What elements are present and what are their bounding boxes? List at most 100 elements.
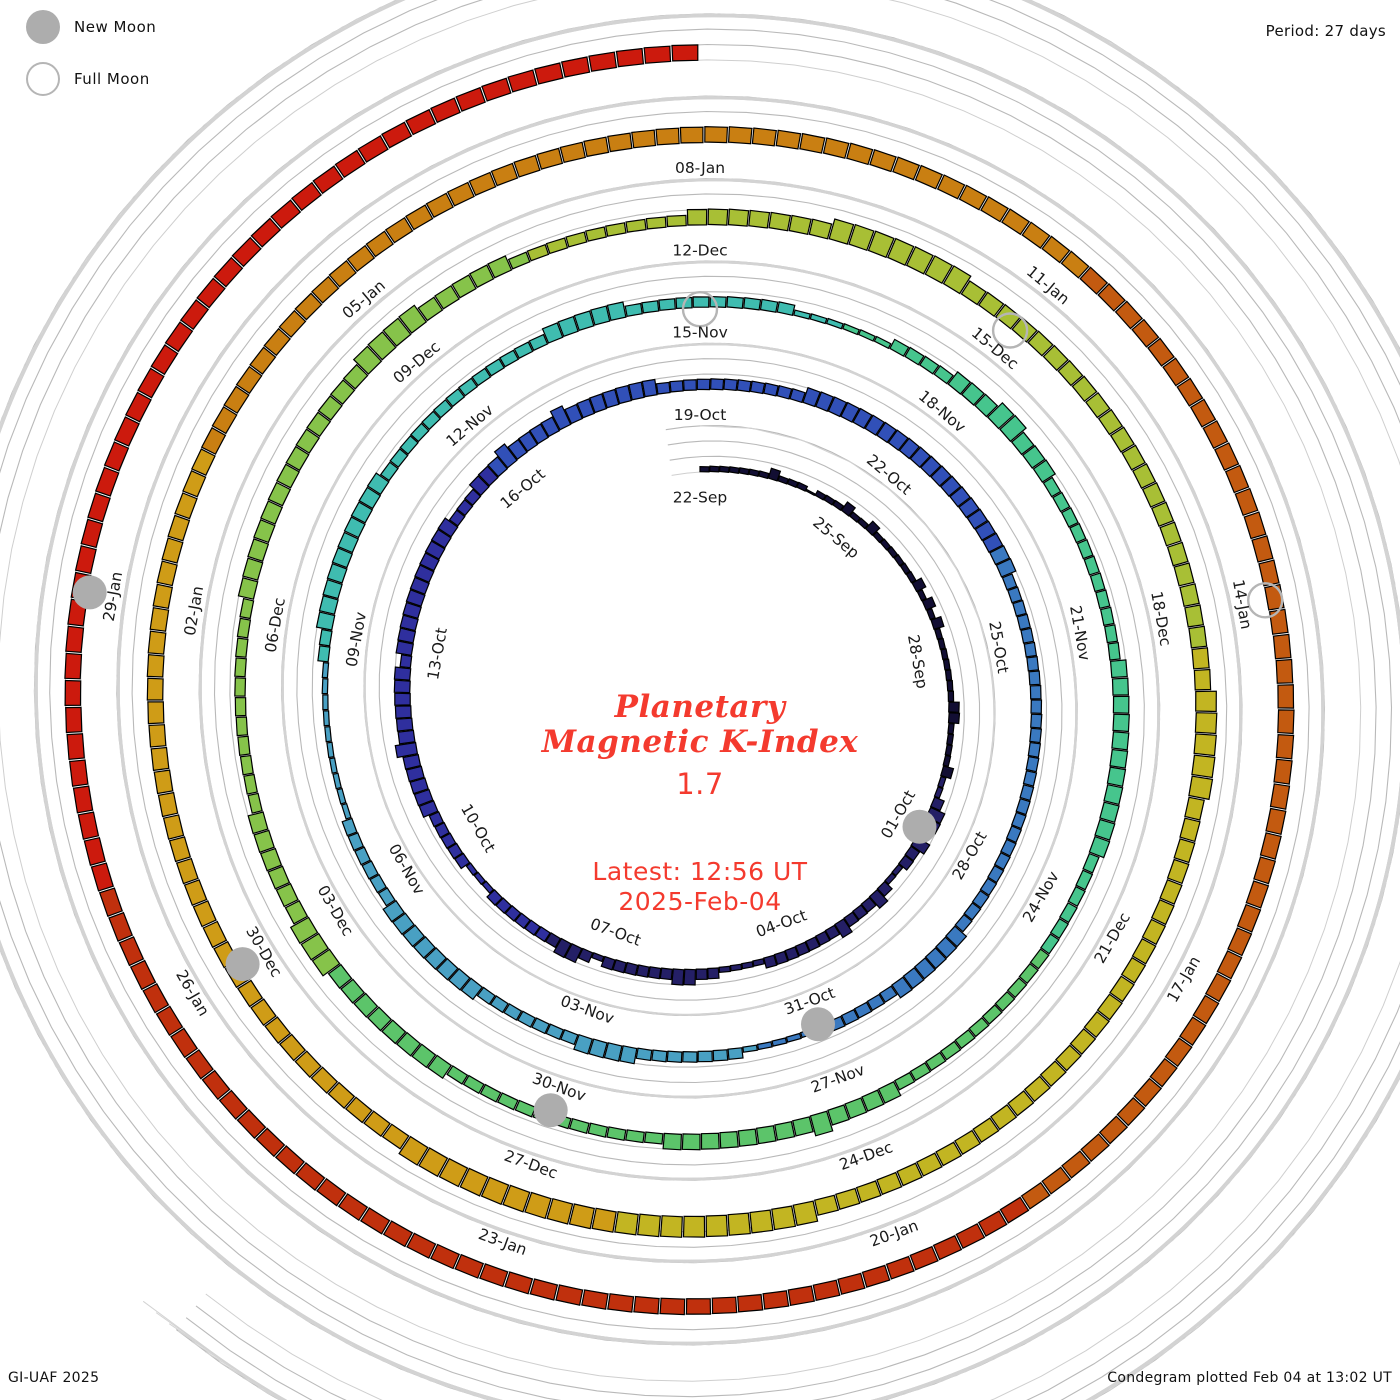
kp-bar	[624, 302, 643, 317]
new-moon-marker	[72, 575, 107, 610]
kp-bar	[949, 486, 971, 508]
kp-bar	[748, 468, 760, 478]
kp-bar	[718, 965, 731, 974]
kp-bar	[1075, 869, 1094, 891]
kp-bar	[805, 488, 816, 497]
kp-bar	[894, 1071, 916, 1091]
kp-bar	[98, 887, 123, 917]
kp-bar	[685, 1298, 712, 1315]
kp-bar	[410, 422, 430, 443]
kp-bar	[942, 754, 952, 768]
kp-bar	[489, 995, 509, 1014]
kp-bar	[142, 982, 170, 1014]
kp-bar	[989, 545, 1011, 566]
kp-bar	[878, 985, 898, 1004]
kp-bar	[789, 388, 806, 404]
kp-bar	[637, 1213, 661, 1238]
kp-bar	[960, 280, 987, 306]
kp-bar	[651, 1049, 668, 1063]
kp-bar	[1023, 1075, 1051, 1103]
kp-bar	[963, 902, 982, 921]
kp-bar	[236, 1109, 267, 1139]
kp-bar	[848, 223, 875, 252]
kp-bar	[399, 614, 419, 632]
kp-bar	[83, 836, 106, 866]
kp-bar	[625, 1129, 645, 1144]
kp-bar	[321, 661, 330, 679]
kp-bar	[457, 377, 479, 397]
kp-bar	[253, 519, 276, 544]
kp-bar	[958, 184, 988, 211]
kp-bar	[155, 1005, 184, 1037]
kp-bar	[381, 1123, 410, 1150]
kp-bar	[774, 1120, 796, 1141]
kp-bar	[113, 416, 140, 447]
kp-bar	[729, 963, 743, 972]
kp-bar	[980, 195, 1009, 223]
kp-bar	[576, 398, 596, 419]
kp-bar	[757, 470, 770, 480]
kp-bar	[255, 1127, 286, 1158]
kp-bar	[723, 378, 738, 392]
kp-bar	[94, 466, 120, 497]
kp-bar	[999, 1196, 1030, 1224]
kp-bar	[289, 916, 319, 945]
kp-bar	[968, 1016, 990, 1038]
kp-bar	[947, 712, 961, 725]
kp-bar	[1173, 838, 1196, 864]
moon-markers	[72, 291, 1284, 1128]
kp-bar	[853, 1001, 873, 1019]
kp-bar	[1191, 754, 1216, 779]
kp-bar	[421, 410, 442, 431]
kp-bar	[987, 864, 1005, 884]
kp-bar	[628, 381, 645, 401]
kp-bar	[1159, 521, 1182, 547]
kp-bar	[1020, 1181, 1051, 1210]
kp-bar	[856, 517, 870, 530]
kp-bar	[418, 800, 439, 818]
kp-bar	[937, 637, 947, 650]
kp-bar	[468, 475, 490, 497]
kp-bar	[904, 346, 925, 366]
kp-bar	[940, 765, 955, 780]
kp-bar	[933, 364, 954, 385]
kp-bar	[939, 475, 962, 497]
kp-bar	[1001, 208, 1031, 236]
kp-bar	[295, 1162, 326, 1191]
kp-bar	[495, 897, 513, 915]
kp-bar	[435, 957, 459, 981]
kp-bar	[607, 1293, 635, 1313]
kp-bar	[591, 952, 605, 963]
kp-bar	[565, 231, 588, 248]
kp-bar	[692, 296, 710, 308]
kp-bar	[1243, 511, 1267, 540]
kp-bar	[1107, 641, 1121, 661]
kp-bar	[590, 305, 611, 326]
kp-bar	[727, 208, 750, 227]
latest-time: Latest: 12:56 UT	[592, 857, 808, 886]
kp-bar	[354, 846, 372, 866]
kp-bar	[1097, 283, 1126, 312]
kp-bar	[933, 786, 944, 799]
kp-bar	[329, 379, 356, 405]
kp-bar	[955, 1223, 986, 1250]
kp-bar	[150, 746, 170, 772]
kp-bar	[623, 961, 639, 977]
kp-bar	[65, 706, 83, 734]
kp-bar	[925, 1051, 947, 1072]
kp-bar	[904, 845, 921, 862]
kp-bar	[776, 301, 796, 317]
kp-bar	[381, 121, 413, 149]
kp-bar	[446, 181, 475, 207]
kp-bar	[80, 518, 104, 549]
kp-bar	[175, 857, 199, 885]
kp-bar	[815, 930, 831, 947]
kp-bar	[223, 385, 250, 414]
kp-bar	[785, 1032, 802, 1043]
kp-bar	[424, 947, 448, 971]
kp-bar	[635, 964, 650, 978]
kp-bar	[916, 1152, 943, 1177]
kp-bar	[832, 499, 845, 512]
